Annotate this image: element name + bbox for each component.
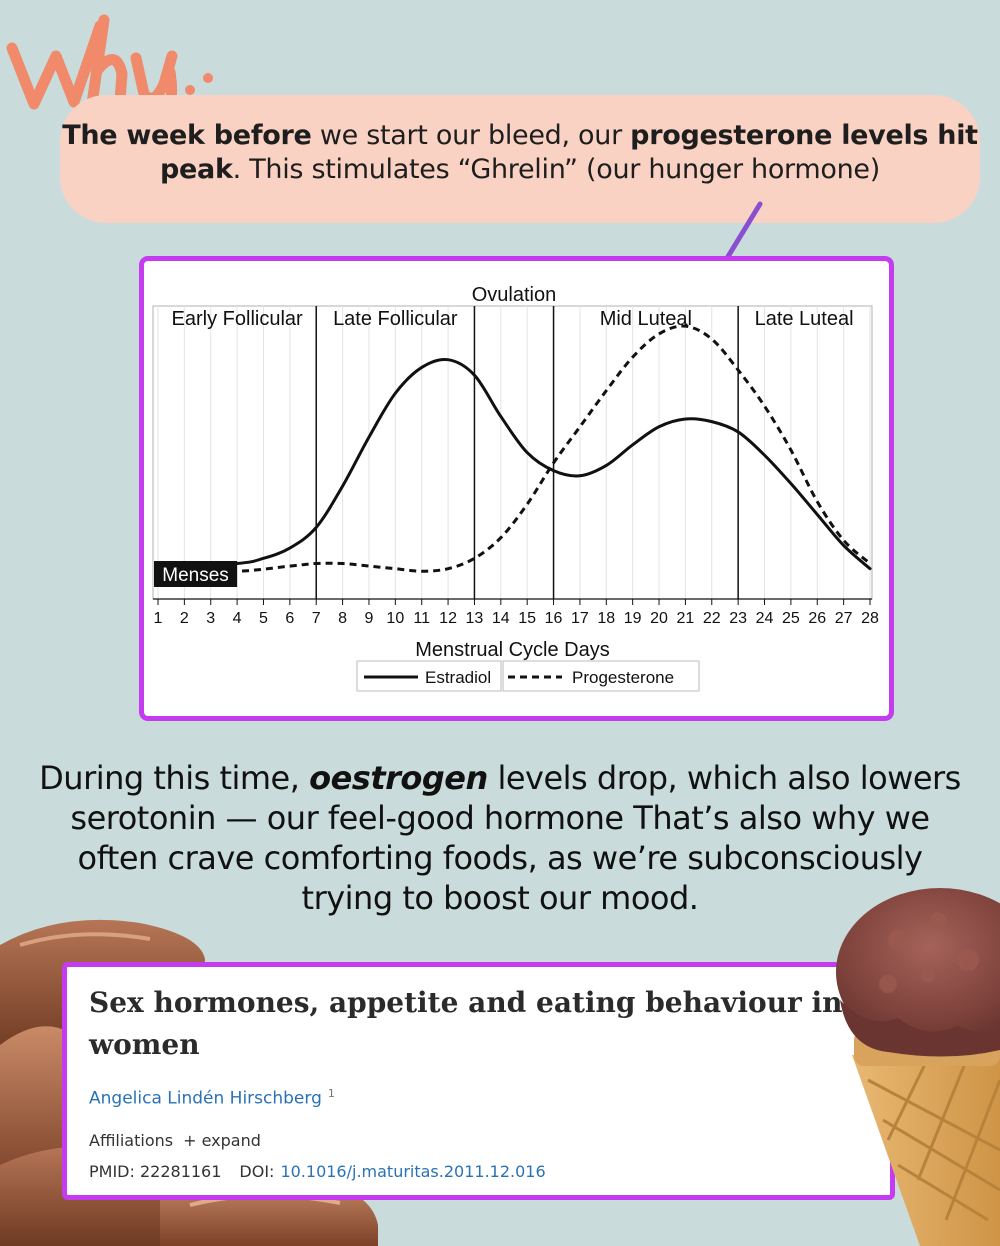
x-tick-label: 26 xyxy=(808,610,826,627)
plot-area xyxy=(152,305,873,600)
x-tick-label: 3 xyxy=(206,610,215,627)
series-line-estradiol xyxy=(156,357,872,571)
bubble-text-1: we start our bleed, our xyxy=(311,120,631,151)
x-tick-label: 8 xyxy=(338,610,347,627)
x-tick-label: 6 xyxy=(285,610,294,627)
bubble-text-2: . This stimulates “Ghrelin” (our hunger … xyxy=(232,154,881,185)
body-text-2: levels drop, which also lowers serotonin… xyxy=(70,759,961,917)
x-tick-label: 18 xyxy=(597,610,615,627)
x-tick-label: 20 xyxy=(650,610,668,627)
affiliations-label: Affiliations xyxy=(89,1131,174,1150)
x-tick-label: 19 xyxy=(624,610,642,627)
x-tick-label: 25 xyxy=(782,610,800,627)
paper-author-name[interactable]: Angelica Lindén Hirschberg xyxy=(89,1088,322,1109)
phase-label: Ovulation xyxy=(472,284,557,306)
phase-label: Mid Luteal xyxy=(600,308,692,330)
x-tick-label: 4 xyxy=(233,610,242,627)
chart-card: Early Follicular Late Follicular Ovulation… xyxy=(139,256,894,721)
x-tick-label: 21 xyxy=(677,610,695,627)
x-tick-label: 12 xyxy=(439,610,457,627)
paper-card: Sex hormones, appetite and eating behavi… xyxy=(62,962,895,1200)
paper-affiliations: Affiliations + expand xyxy=(89,1131,261,1150)
bubble-bold-2: progesterone levels hit peak xyxy=(160,120,978,185)
paper-ids: PMID: 22281161 DOI: 10.1016/j.maturitas.20… xyxy=(89,1162,546,1181)
x-tick-label: 11 xyxy=(413,610,430,627)
x-tick-label: 22 xyxy=(703,610,721,627)
menses-label: Menses xyxy=(162,565,229,586)
bubble-text: The week before we start our bleed, our … xyxy=(60,119,980,187)
hormone-chart: Early Follicular Late Follicular Ovulation… xyxy=(152,284,879,692)
info-bubble: The week before we start our bleed, our … xyxy=(60,95,980,223)
x-tick-label: 23 xyxy=(729,610,747,627)
x-tick-label: 27 xyxy=(835,610,853,627)
x-tick-label: 13 xyxy=(466,610,484,627)
x-tick-label: 14 xyxy=(492,610,510,627)
paper-title[interactable]: Sex hormones, appetite and eating behavi… xyxy=(89,986,843,1061)
legend-label-progesterone: Progesterone xyxy=(572,668,674,687)
paper-author[interactable]: Angelica Lindén Hirschberg 1 xyxy=(89,1087,335,1109)
doi-link[interactable]: 10.1016/j.maturitas.2011.12.016 xyxy=(280,1162,546,1181)
phase-label: Early Follicular xyxy=(172,308,303,330)
x-tick-label: 1 xyxy=(154,610,163,627)
phase-label: Late Follicular xyxy=(333,308,458,330)
doi-label: DOI: xyxy=(239,1162,275,1181)
x-tick-label: 17 xyxy=(571,610,589,627)
body-paragraph: During this time, oestrogen levels drop,… xyxy=(30,758,970,918)
paper-pmid: PMID: 22281161 xyxy=(89,1162,222,1181)
x-tick-label: 15 xyxy=(518,610,536,627)
legend-label-estradiol: Estradiol xyxy=(425,668,491,687)
x-tick-label: 10 xyxy=(386,610,404,627)
ice-cream-image xyxy=(836,888,1000,1246)
body-emphasis: oestrogen xyxy=(309,759,488,797)
x-tick-label: 5 xyxy=(259,610,268,627)
x-tick-label: 7 xyxy=(312,610,321,627)
paper-author-sup: 1 xyxy=(327,1087,335,1100)
body-text-1: During this time, xyxy=(39,759,310,797)
x-axis-label: Menstrual Cycle Days xyxy=(415,639,610,661)
x-tick-label: 28 xyxy=(861,610,879,627)
expand-affiliations-button[interactable]: + expand xyxy=(183,1131,261,1150)
bubble-bold-1: The week before xyxy=(62,120,312,151)
series-line-progesterone xyxy=(157,324,871,574)
phase-label: Late Luteal xyxy=(755,308,854,330)
menses-box xyxy=(154,561,238,587)
x-tick-label: 9 xyxy=(365,610,374,627)
x-tick-label: 24 xyxy=(756,610,774,627)
x-tick-label: 2 xyxy=(180,610,189,627)
x-tick-label: 16 xyxy=(545,610,563,627)
